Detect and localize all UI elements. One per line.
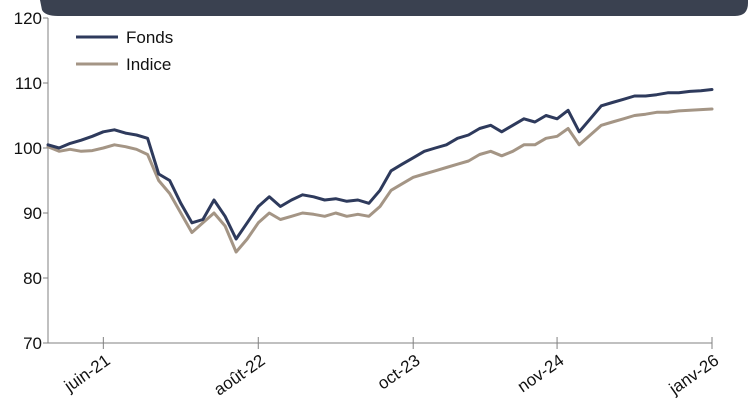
x-tick-label: juin-21 (60, 351, 114, 396)
y-tick-label: 70 (23, 334, 42, 353)
header-bar (40, 0, 748, 16)
series-line-indice (46, 107, 714, 254)
y-tick-label: 80 (23, 269, 42, 288)
legend-label-fonds: Fonds (126, 28, 173, 47)
y-tick-label: 90 (23, 204, 42, 223)
x-axis-ticks: juin-21 août-22 oct-23 nov-24 janv-26 (60, 337, 722, 399)
y-axis-ticks: 70 80 90 100 110 120 (14, 9, 48, 353)
series-line-fonds (46, 88, 714, 241)
y-tick-label: 100 (14, 139, 42, 158)
x-tick-label: janv-26 (665, 351, 722, 399)
y-tick-label: 120 (14, 9, 42, 28)
legend: Fonds Indice (76, 28, 173, 74)
y-tick-label: 110 (15, 74, 42, 93)
legend-label-indice: Indice (126, 55, 171, 74)
series-lines (46, 88, 714, 254)
x-tick-label: août-22 (210, 351, 268, 399)
x-tick-label: oct-23 (374, 351, 424, 394)
x-tick-label: nov-24 (514, 351, 567, 396)
